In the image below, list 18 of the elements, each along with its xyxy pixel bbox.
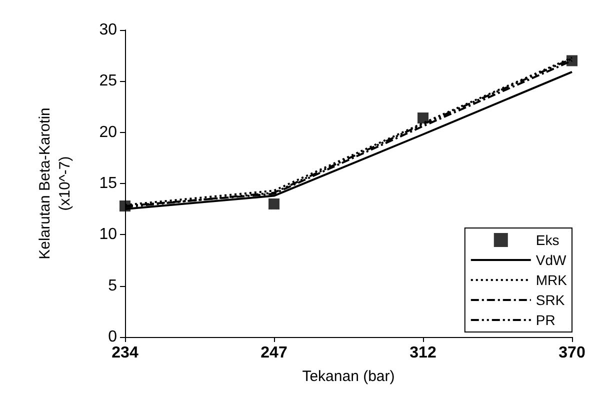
legend-label: MRK [536, 272, 568, 288]
y-axis-title: Kelarutan Beta-Karotin (x10^-7) [36, 108, 74, 260]
legend-label: PR [536, 312, 556, 328]
y-tick-label: 15 [99, 175, 118, 192]
y-tick-label: 30 [99, 22, 118, 38]
x-tick-label: 234 [112, 344, 138, 362]
legend-label: VdW [536, 252, 568, 268]
x-axis-title: Tekanan (bar) [302, 368, 395, 385]
y-tick-label: 10 [99, 226, 118, 244]
x-tick-label: 370 [558, 344, 586, 362]
legend-label: Eks [536, 232, 560, 248]
y-tick-label: 0 [108, 328, 118, 346]
y-tick-label: 5 [108, 277, 118, 294]
y-tick-label: 20 [99, 124, 118, 141]
legend-label: SRK [536, 292, 566, 308]
y-tick-label: 25 [99, 72, 118, 90]
x-tick-label: 247 [260, 344, 288, 362]
x-tick-label: 312 [410, 344, 436, 362]
